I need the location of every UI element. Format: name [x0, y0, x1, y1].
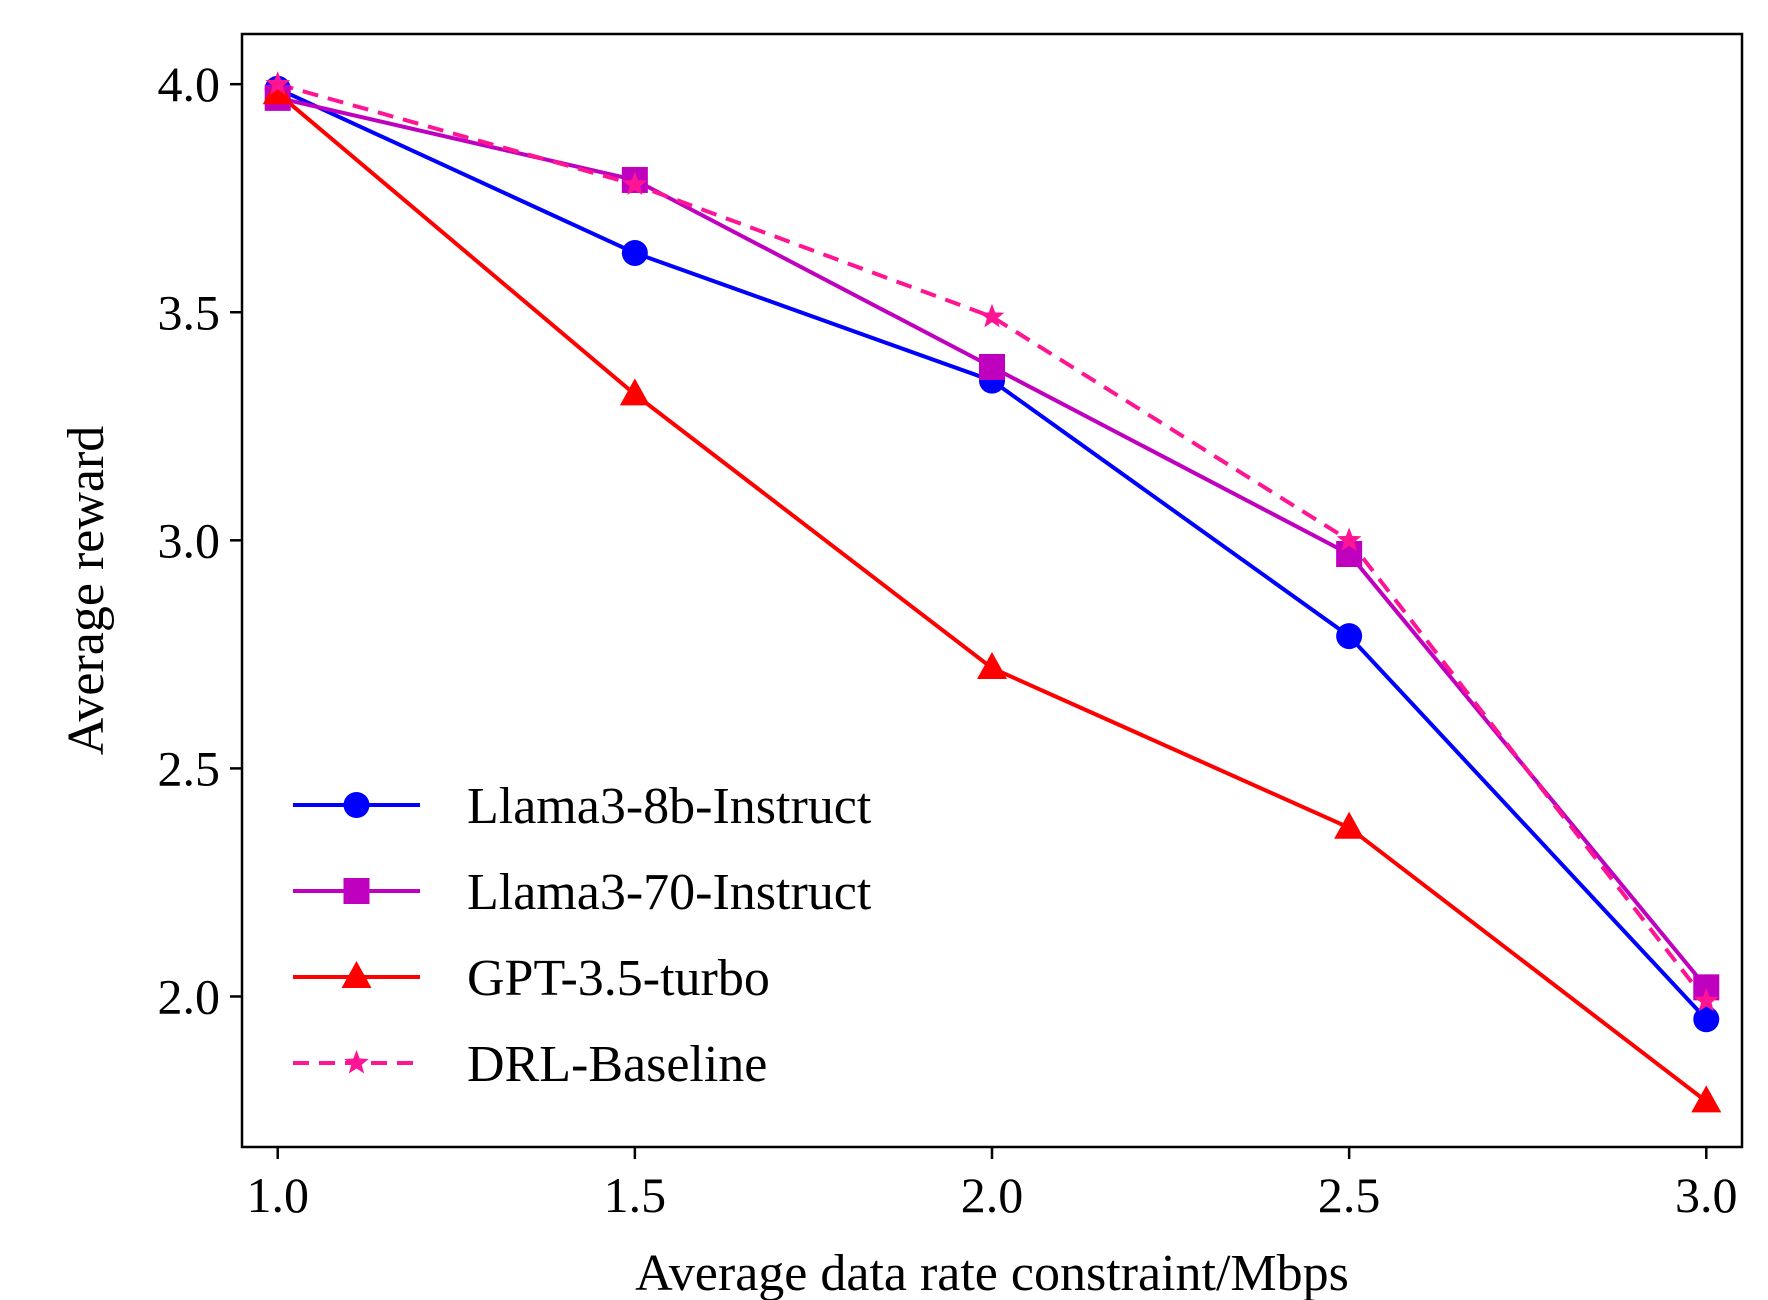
data-point-triangle: [977, 652, 1007, 680]
x-axis-title: Average data rate constraint/Mbps: [635, 1245, 1349, 1300]
data-point-square: [979, 353, 1005, 380]
data-point-triangle: [262, 77, 293, 105]
series-lines: [276, 82, 1708, 1103]
y-tick-label: 2.5: [158, 740, 221, 796]
x-axis-ticks: 1.0 1.5 2.0 2.5 3.0: [246, 1147, 1738, 1223]
data-point-triangle: [1691, 1085, 1722, 1113]
data-point-star: [979, 303, 1005, 328]
legend-marker-circle: [343, 792, 370, 818]
legend-marker-star: [344, 1050, 369, 1074]
y-tick-label: 2.0: [158, 968, 221, 1024]
data-point-circle: [1693, 1006, 1720, 1033]
data-point-circle: [621, 239, 648, 266]
legend-label: Llama3-8b-Instruct: [467, 778, 872, 835]
x-tick-label: 1.0: [246, 1167, 309, 1223]
series-markers: [262, 71, 1722, 1113]
legend-marker-triangle: [341, 961, 372, 988]
data-point-triangle: [619, 378, 650, 406]
legend-marker-square: [343, 878, 370, 904]
x-tick-label: 2.0: [961, 1167, 1024, 1223]
y-tick-label: 3.5: [158, 284, 221, 340]
legend-label: DRL-Baseline: [467, 1036, 767, 1093]
data-point-triangle: [1334, 811, 1365, 839]
data-point-star: [1693, 988, 1719, 1012]
data-point-star: [265, 71, 291, 95]
series-line-4: [277, 82, 1708, 1003]
data-point-circle: [1336, 623, 1363, 650]
y-tick-label: 3.0: [158, 512, 221, 568]
y-axis-title: Average reward: [58, 426, 115, 756]
series-line-2: [277, 95, 1708, 989]
legend-label: Llama3-70-Instruct: [467, 864, 872, 921]
x-tick-label: 1.5: [604, 1167, 667, 1223]
y-axis-ticks: 2.0 2.5 3.0 3.5 4.0: [158, 56, 242, 1024]
x-tick-label: 3.0: [1675, 1167, 1738, 1223]
y-tick-label: 4.0: [158, 56, 221, 112]
data-point-star: [622, 171, 648, 196]
legend: Llama3-8b-Instruct Llama3-70-Instruct GPT-…: [293, 778, 872, 1093]
data-point-star: [1336, 527, 1362, 551]
x-tick-label: 2.5: [1318, 1167, 1381, 1223]
legend-label: GPT-3.5-turbo: [467, 950, 770, 1007]
